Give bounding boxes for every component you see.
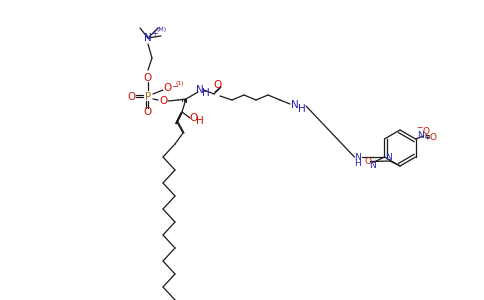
Text: O: O: [214, 80, 222, 90]
Text: P: P: [145, 92, 151, 102]
Text: O: O: [164, 83, 172, 93]
Text: O: O: [429, 134, 436, 142]
Text: N: N: [417, 131, 424, 140]
Text: O: O: [144, 73, 152, 83]
Text: N: N: [385, 154, 392, 163]
Text: O: O: [190, 113, 198, 123]
Text: H: H: [298, 104, 306, 114]
Text: (1): (1): [176, 80, 184, 86]
Text: (M): (M): [157, 28, 167, 32]
Text: H: H: [202, 88, 210, 98]
Text: O: O: [365, 157, 372, 166]
Text: N: N: [291, 100, 299, 110]
Text: N: N: [144, 33, 152, 43]
Text: +: +: [424, 136, 429, 142]
Text: O: O: [159, 96, 167, 106]
Text: N: N: [354, 152, 361, 161]
Text: O: O: [128, 92, 136, 102]
Text: H: H: [196, 116, 204, 126]
Text: O: O: [422, 127, 429, 136]
Text: H: H: [354, 158, 361, 167]
Text: O: O: [144, 107, 152, 117]
Text: +: +: [151, 28, 157, 38]
Text: N: N: [196, 85, 204, 95]
Text: −: −: [171, 82, 179, 91]
Text: N: N: [369, 160, 376, 169]
Text: −: −: [416, 124, 423, 133]
